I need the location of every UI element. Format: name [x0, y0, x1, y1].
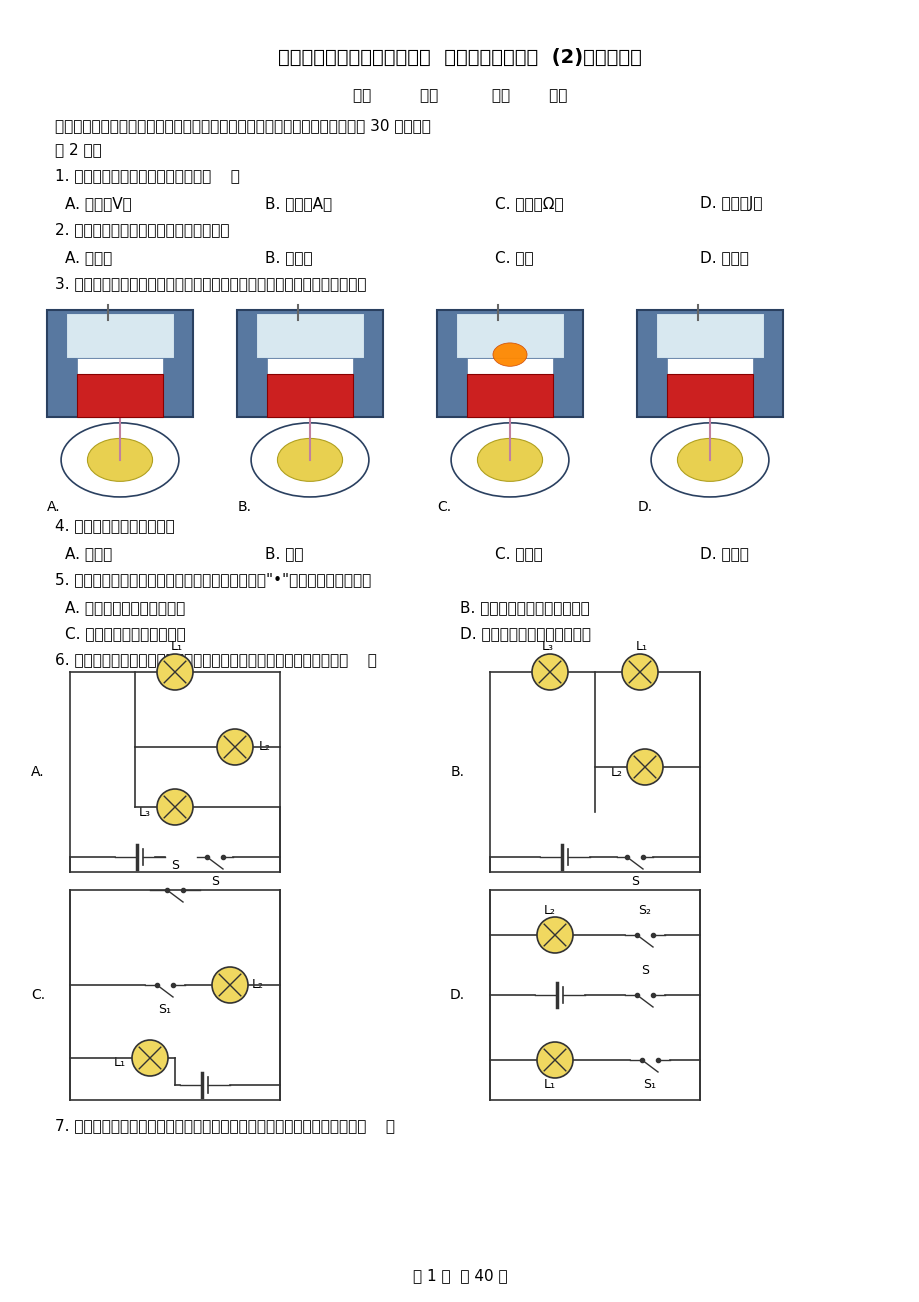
Text: C.: C.: [31, 988, 45, 1003]
Text: L₃: L₃: [139, 806, 151, 819]
Bar: [76, 374, 164, 417]
Text: D.: D.: [637, 500, 652, 514]
Text: A. 春天，人在院子里晒太阳: A. 春天，人在院子里晒太阳: [65, 600, 185, 615]
Text: 题 2 分）: 题 2 分）: [55, 142, 102, 158]
Text: L₁: L₁: [114, 1056, 126, 1069]
Text: B. 夏天，给杯中的饮料加冰块: B. 夏天，给杯中的饮料加冰块: [460, 600, 589, 615]
Bar: [637, 310, 782, 417]
Text: S: S: [630, 875, 639, 888]
Text: B. 火箭: B. 火箭: [265, 546, 303, 561]
Circle shape: [537, 917, 573, 953]
Text: D. 焦耳（J）: D. 焦耳（J）: [699, 197, 762, 211]
Circle shape: [157, 789, 193, 825]
Text: B. 安培（A）: B. 安培（A）: [265, 197, 332, 211]
Circle shape: [211, 967, 248, 1003]
Text: C. 洗衣机: C. 洗衣机: [494, 546, 542, 561]
Bar: [666, 374, 753, 417]
Text: S₁: S₁: [158, 1003, 171, 1016]
Text: C. 铁锅: C. 铁锅: [494, 250, 533, 266]
Ellipse shape: [676, 439, 742, 482]
Text: A.: A.: [31, 766, 45, 779]
Circle shape: [157, 654, 193, 690]
Circle shape: [131, 1040, 168, 1075]
Text: L₁: L₁: [635, 641, 647, 654]
Ellipse shape: [477, 439, 542, 482]
Text: D. 冬天，操场上的同学搓搓手: D. 冬天，操场上的同学搓搓手: [460, 626, 590, 641]
Text: L₁: L₁: [171, 641, 183, 654]
Text: L₂: L₂: [610, 766, 622, 779]
Text: L₂: L₂: [252, 979, 264, 992]
Text: S: S: [210, 875, 219, 888]
Bar: [666, 358, 753, 376]
Bar: [237, 310, 382, 417]
Text: A. 伏特（V）: A. 伏特（V）: [65, 197, 131, 211]
Text: 4. 以下机械不属于热机的是: 4. 以下机械不属于热机的是: [55, 518, 175, 533]
Ellipse shape: [87, 439, 153, 482]
Text: 一、单项选择题（下列各小题均有四个选项，其中只有一个选项符合题意。共 30 分，每小: 一、单项选择题（下列各小题均有四个选项，其中只有一个选项符合题意。共 30 分，…: [55, 118, 430, 133]
Text: A. 玻璃杯: A. 玻璃杯: [65, 250, 112, 266]
Text: D. 塑料勺: D. 塑料勺: [699, 250, 748, 266]
Bar: [466, 358, 553, 376]
Text: B.: B.: [450, 766, 464, 779]
Text: B. 陶瓷碗: B. 陶瓷碗: [265, 250, 312, 266]
Ellipse shape: [651, 423, 768, 497]
Text: 班级          学号           姓名        成绩: 班级 学号 姓名 成绩: [352, 89, 567, 103]
Bar: [466, 374, 553, 417]
Text: 6. 如图所示的四个电路图中，各开关都闭合后，所有灯泡是并联的是（    ）: 6. 如图所示的四个电路图中，各开关都闭合后，所有灯泡是并联的是（ ）: [55, 652, 377, 667]
Text: 3. 如图所示是四冲程汽油机的一个工作循环示意图，其中属于做功冲程的是: 3. 如图所示是四冲程汽油机的一个工作循环示意图，其中属于做功冲程的是: [55, 276, 366, 292]
Text: C. 欧姆（Ω）: C. 欧姆（Ω）: [494, 197, 563, 211]
Text: C. 秋天，给妈妈用热水泡脚: C. 秋天，给妈妈用热水泡脚: [65, 626, 186, 641]
Text: 7. 如图所示的滑动变阻器的四种接法中，滑片向左移动能使电阻减小的是（    ）: 7. 如图所示的滑动变阻器的四种接法中，滑片向左移动能使电阻减小的是（ ）: [55, 1118, 394, 1133]
Text: D.: D.: [449, 988, 464, 1003]
Ellipse shape: [251, 423, 369, 497]
Text: D. 汽油机: D. 汽油机: [699, 546, 748, 561]
Bar: [255, 314, 364, 358]
Bar: [47, 310, 193, 417]
Text: S: S: [171, 859, 179, 872]
Text: S: S: [641, 963, 648, 976]
Circle shape: [537, 1042, 573, 1078]
Circle shape: [217, 729, 253, 766]
Ellipse shape: [493, 342, 527, 366]
Text: 1. 在国际单位制中，电压的单位是（    ）: 1. 在国际单位制中，电压的单位是（ ）: [55, 168, 240, 184]
Ellipse shape: [61, 423, 178, 497]
Text: S₂: S₂: [638, 904, 651, 917]
Bar: [65, 314, 174, 358]
Bar: [455, 314, 563, 358]
Text: 第 1 页  共 40 页: 第 1 页 共 40 页: [413, 1268, 506, 1282]
Text: C.: C.: [437, 500, 451, 514]
Text: B.: B.: [237, 500, 251, 514]
Text: A.: A.: [47, 500, 61, 514]
Text: 5. 下列四个生活实例中，通过热传递的方式使（加"•"）物体内能减少的是: 5. 下列四个生活实例中，通过热传递的方式使（加"•"）物体内能减少的是: [55, 572, 371, 587]
Ellipse shape: [450, 423, 568, 497]
Text: L₃: L₃: [541, 641, 553, 654]
Bar: [655, 314, 764, 358]
Bar: [267, 358, 353, 376]
Bar: [76, 358, 164, 376]
Circle shape: [627, 749, 663, 785]
Text: S₁: S₁: [642, 1078, 656, 1091]
Text: 2. 下列物品中，通常情况下属于导体的是: 2. 下列物品中，通常情况下属于导体的是: [55, 223, 229, 237]
Text: L₂: L₂: [543, 904, 555, 917]
Circle shape: [531, 654, 567, 690]
Ellipse shape: [278, 439, 342, 482]
Text: 人教版九年级物理上学期试题  期中考试物理试卷  (2)（含解析）: 人教版九年级物理上学期试题 期中考试物理试卷 (2)（含解析）: [278, 48, 641, 66]
Bar: [267, 374, 353, 417]
Text: A. 蒸汽机: A. 蒸汽机: [65, 546, 112, 561]
Text: L₁: L₁: [543, 1078, 555, 1091]
Circle shape: [621, 654, 657, 690]
Bar: [437, 310, 583, 417]
Text: L₂: L₂: [259, 741, 271, 754]
